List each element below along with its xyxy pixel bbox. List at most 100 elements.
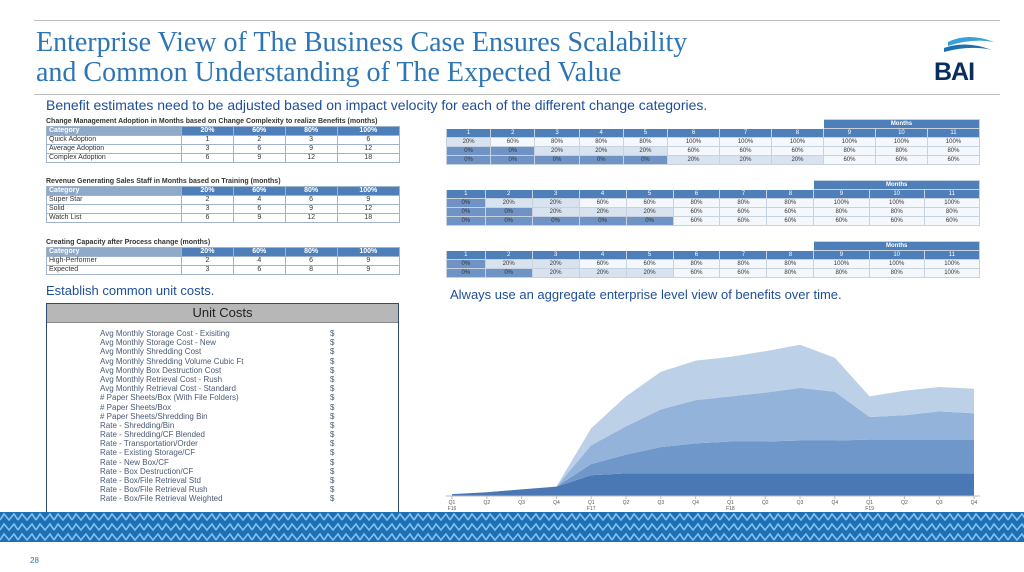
col-header: 20% — [181, 186, 234, 196]
logo-text: BAI — [934, 58, 975, 86]
table-row: Quick Adoption 1 2 3 6 — [46, 135, 401, 145]
x-tick-label: Q3 — [518, 500, 525, 506]
percent-row: 0% 20% 20% 60% 60% 80% 80% 80% 100% 100% 100% — [446, 198, 981, 208]
unit-cost-label: Rate - Box/File Retrieval Weighted — [100, 494, 223, 504]
unit-cost-currency: $ — [330, 485, 335, 495]
unit-cost-label: Avg Monthly Shredding Cost — [100, 347, 202, 357]
unit-cost-label: Avg Monthly Shredding Volume Cubic Ft — [100, 356, 244, 366]
unit-cost-row: Avg Monthly Box Destruction Cost $ — [47, 366, 398, 375]
title-line-1: Enterprise View of The Business Case Ens… — [36, 27, 688, 58]
unit-cost-row: # Paper Sheets/Box $ — [47, 403, 398, 412]
percent-row: 0% 0% 20% 20% 20% 60% 60% 80% 80% 80% 100% — [446, 268, 981, 278]
unit-cost-currency: $ — [330, 411, 335, 421]
col-header: 60% — [232, 186, 286, 196]
x-tick-label: Q4 — [553, 500, 560, 506]
unit-cost-row: Rate - Box/File Retrieval Std $ — [47, 476, 398, 485]
table-caption: Change Management Adoption in Months bas… — [46, 118, 378, 125]
x-tick-label: Q2 — [623, 500, 630, 506]
unit-cost-label: Rate - Shredding/CF Blended — [100, 430, 205, 440]
unit-cost-currency: $ — [330, 338, 335, 348]
x-tick-label: Q1 F16 — [448, 500, 457, 512]
col-header: 80% — [284, 186, 338, 196]
unit-cost-currency: $ — [330, 393, 335, 403]
month-number-row: 1 2 3 4 5 6 7 8 9 10 11 — [446, 189, 981, 199]
unit-cost-label: # Paper Sheets/Box (With File Folders) — [100, 393, 239, 403]
table-caption: Revenue Generating Sales Staff in Months… — [46, 178, 281, 185]
month-percent-table-2: Months 1 2 3 4 5 6 7 8 9 10 11 0% 20% 20% 60% 60% 80% 80… — [445, 180, 981, 226]
x-tick-label: Q4 — [692, 500, 699, 506]
bai-logo-swoosh-icon — [944, 37, 994, 52]
unit-cost-row: Rate - Existing Storage/CF $ — [47, 448, 398, 457]
bai-logo: BAI — [928, 32, 998, 88]
title-line-2: and Common Understanding of The Expected… — [36, 57, 622, 88]
unit-cost-label: Avg Monthly Storage Cost - Exisiting — [100, 329, 230, 338]
table-row: Watch List 6 9 12 18 — [46, 213, 401, 223]
percent-row: 0% 0% 20% 20% 20% 60% 60% 60% 80% 80% 80% — [445, 146, 981, 156]
unit-cost-row: Rate - Box/File Retrieval Weighted $ — [47, 494, 398, 503]
unit-cost-row: Rate - Box Destruction/CF $ — [47, 467, 398, 476]
unit-cost-label: Avg Monthly Retrieval Cost - Standard — [100, 384, 236, 394]
unit-cost-label: Rate - Box Destruction/CF — [100, 466, 194, 476]
area-series-1 — [452, 473, 974, 496]
col-header: 20% — [181, 247, 234, 257]
unit-cost-currency: $ — [330, 448, 335, 458]
unit-cost-currency: $ — [330, 466, 335, 476]
change-adoption-table: Change Management Adoption in Months bas… — [46, 117, 401, 163]
unit-cost-label: Rate - Box/File Retrieval Std — [100, 476, 201, 485]
x-tick-label: Q1 F19 — [865, 500, 874, 512]
unit-cost-label: # Paper Sheets/Box — [100, 402, 172, 412]
benefits-area-chart: Q1 F16 Q2 Q3 Q4 Q1 F17 Q2 Q3 Q4 Q1 F18 Q2 Q3 Q4 Q1 F19 Q2… — [446, 344, 980, 512]
unit-cost-label: Avg Monthly Storage Cost - New — [100, 338, 216, 348]
unit-cost-row: Rate - Transportation/Order $ — [47, 439, 398, 448]
col-header: 100% — [336, 247, 401, 257]
month-number-row: 1 2 3 4 5 6 7 8 9 10 11 — [446, 250, 981, 260]
table-row: Expected 3 6 8 9 — [46, 265, 401, 275]
unit-cost-row: Rate - Shredding/Bin $ — [47, 421, 398, 430]
months-header: Months — [822, 119, 981, 129]
x-tick-label: Q3 — [797, 500, 804, 506]
unit-cost-label: Rate - New Box/CF — [100, 457, 169, 467]
unit-cost-row: Avg Monthly Retrieval Cost - Rush $ — [47, 375, 398, 384]
unit-costs-panel: Unit Costs Avg Monthly Storage Cost - Ex… — [46, 303, 399, 513]
unit-cost-label: Rate - Shredding/Bin — [100, 420, 175, 430]
unit-cost-currency: $ — [330, 476, 335, 485]
col-header: 80% — [284, 126, 338, 136]
unit-cost-label: # Paper Sheets/Shredding Bin — [100, 411, 208, 421]
top-divider — [34, 20, 1000, 21]
unit-cost-row: Rate - New Box/CF $ — [47, 458, 398, 467]
decorative-wave-band — [0, 512, 1024, 542]
unit-costs-list: Avg Monthly Storage Cost - Exisiting $ Avg… — [47, 323, 398, 504]
x-tick-label: Q3 — [936, 500, 943, 506]
months-header: Months — [813, 180, 980, 190]
col-header: 60% — [232, 126, 286, 136]
page-number: 28 — [30, 556, 39, 565]
table-row: Complex Adoption 6 9 12 18 — [46, 153, 401, 163]
subtitle: Benefit estimates need to be adjusted ba… — [46, 97, 708, 113]
unit-cost-row: Rate - Shredding/CF Blended $ — [47, 430, 398, 439]
subtitle-divider — [34, 94, 1000, 95]
unit-cost-label: Rate - Box/File Retrieval Rush — [100, 485, 208, 495]
percent-row: 20% 60% 80% 80% 80% 100% 100% 100% 100% 100% 100% — [445, 137, 981, 147]
col-header: 20% — [181, 126, 234, 136]
unit-cost-currency: $ — [330, 420, 335, 430]
x-tick-label: Q1 F17 — [587, 500, 596, 512]
unit-cost-currency: $ — [330, 384, 335, 394]
unit-cost-currency: $ — [330, 374, 335, 384]
unit-cost-currency: $ — [330, 347, 335, 357]
unit-costs-caption: Establish common unit costs. — [46, 283, 215, 298]
chart-caption: Always use an aggregate enterprise level… — [450, 287, 842, 302]
unit-cost-row: Avg Monthly Shredding Volume Cubic Ft $ — [47, 357, 398, 366]
months-header: Months — [813, 241, 980, 251]
col-header: 80% — [284, 247, 338, 257]
unit-cost-label: Rate - Existing Storage/CF — [100, 448, 196, 458]
percent-row: 0% 0% 20% 20% 20% 60% 60% 60% 80% 80% 80% — [446, 207, 981, 217]
percent-row: 0% 0% 0% 0% 0% 20% 20% 20% 60% 60% 60% — [445, 155, 981, 165]
col-header: 60% — [232, 247, 286, 257]
x-tick-label: Q2 — [762, 500, 769, 506]
col-header: 100% — [336, 186, 401, 196]
unit-cost-row: Avg Monthly Retrieval Cost - Standard $ — [47, 384, 398, 393]
sales-staff-table: Revenue Generating Sales Staff in Months… — [46, 177, 401, 223]
unit-cost-currency: $ — [330, 402, 335, 412]
table-row: High-Performer 2 4 6 9 — [46, 256, 401, 266]
x-tick-label: Q4 — [971, 500, 978, 506]
